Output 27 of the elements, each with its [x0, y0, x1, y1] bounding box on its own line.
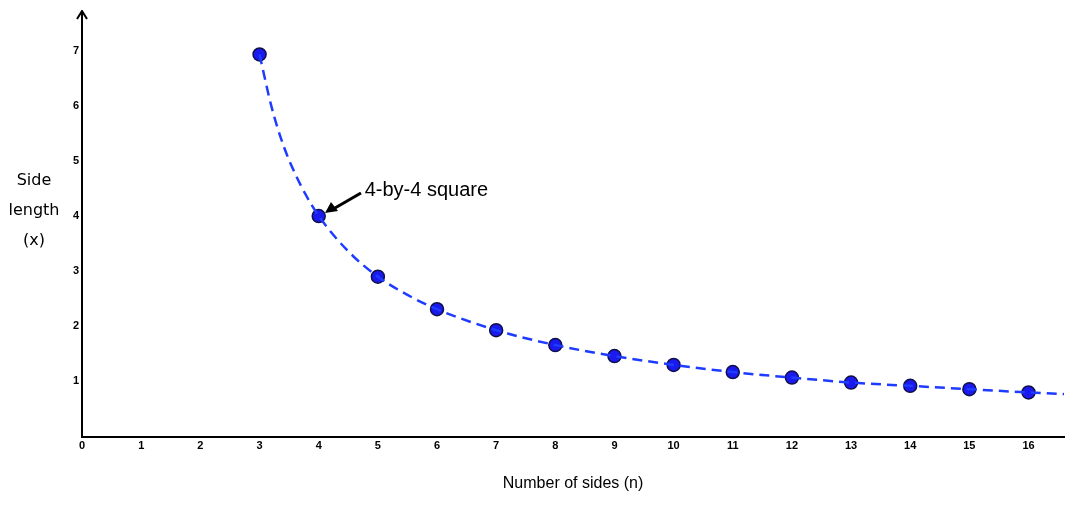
x-tick-label: 6: [433, 439, 441, 452]
y-tick-label: 1: [72, 374, 80, 387]
y-tick-label: 6: [72, 98, 80, 111]
y-tick-label: 5: [72, 153, 80, 166]
y-tick-label: 2: [72, 319, 80, 332]
y-tick-label: 4: [72, 209, 80, 222]
x-tick-label: 12: [785, 439, 799, 452]
y-tick-label: 3: [72, 264, 80, 277]
x-tick-label: 11: [726, 439, 739, 452]
x-tick-label: 13: [844, 439, 858, 452]
x-tick-label: 2: [197, 439, 204, 452]
x-tick-label: 3: [256, 439, 263, 452]
x-tick-label: 15: [963, 439, 976, 452]
y-tick-label: 7: [72, 43, 80, 56]
x-tick-label: 7: [493, 439, 500, 452]
x-tick-label: 4: [315, 439, 323, 452]
x-tick-label: 10: [667, 439, 680, 452]
x-axis-title: Number of sides (n): [502, 473, 644, 491]
x-tick-label: 9: [611, 439, 618, 452]
y-axis-title: Side length (x): [7, 169, 61, 251]
x-tick-label: 16: [1022, 439, 1035, 452]
x-tick-label: 8: [552, 439, 559, 452]
x-tick-label: 14: [904, 439, 918, 452]
x-tick-label: 0: [79, 439, 86, 452]
x-tick-label: 1: [138, 439, 145, 452]
x-tick-label: 5: [374, 439, 381, 452]
annotation: 4-by-4 square: [364, 177, 489, 200]
